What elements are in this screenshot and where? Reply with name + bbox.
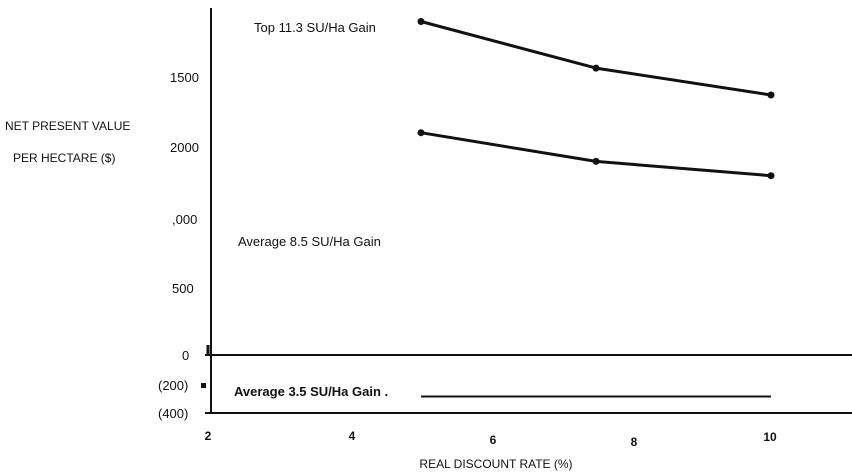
data-point-average-8-5 bbox=[417, 129, 425, 137]
data-point-average-8-5 bbox=[767, 172, 775, 180]
y-axis-neg-marker bbox=[201, 383, 206, 388]
series-label-top: Top 11.3 SU/Ha Gain bbox=[254, 20, 376, 35]
y-tick-label: 2000 bbox=[170, 140, 199, 155]
y-axis-label-line-2: PER HECTARE ($) bbox=[13, 151, 115, 165]
series-line-top bbox=[420, 20, 772, 97]
y-axis-label-line-1: NET PRESENT VALUE bbox=[5, 119, 130, 133]
data-point-top bbox=[417, 18, 425, 25]
x-tick-label: 2 bbox=[205, 429, 212, 443]
y-tick-label: 0 bbox=[182, 348, 189, 363]
x-tick-label: 8 bbox=[631, 435, 638, 449]
y-tick-label: 1500 bbox=[170, 70, 199, 85]
data-point-average-8-5 bbox=[592, 157, 600, 165]
y-tick-label: 500 bbox=[172, 281, 194, 296]
series-label-average-8-5: Average 8.5 SU/Ha Gain bbox=[238, 234, 381, 249]
series-line-average-8-5 bbox=[420, 131, 772, 178]
y-tick-label: (200) bbox=[158, 378, 188, 393]
data-points bbox=[417, 18, 775, 180]
y-tick-label: ,000 bbox=[172, 212, 197, 227]
x-tick-label: 10 bbox=[763, 430, 777, 444]
x-tick-label: 4 bbox=[349, 429, 356, 443]
x-tick-label: 6 bbox=[490, 433, 497, 447]
data-point-top bbox=[592, 64, 600, 72]
x-axis-label: REAL DISCOUNT RATE (%) bbox=[419, 457, 572, 471]
y-tick-label: (400) bbox=[158, 406, 188, 421]
series-label-average-3-5: Average 3.5 SU/Ha Gain . bbox=[234, 384, 388, 399]
data-point-top bbox=[767, 91, 775, 99]
